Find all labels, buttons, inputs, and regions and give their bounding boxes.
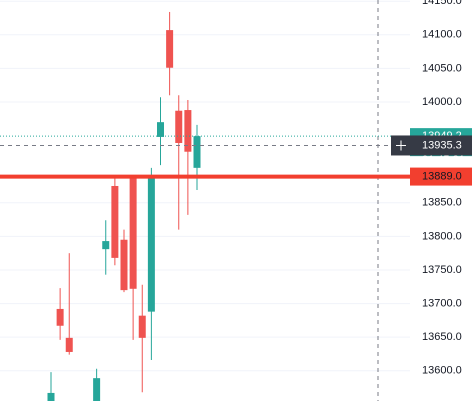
candle-body [56,308,64,326]
candle-body [47,392,55,401]
candle-body [166,30,174,68]
crosshair-box [391,135,472,156]
candle-body [93,378,101,401]
y-tick-label: 13750.0 [422,264,462,276]
candle-body [184,110,192,152]
price-line-label: 13889.0 [422,170,462,182]
candle-body [175,110,183,143]
y-tick-label: 13800.0 [422,230,462,242]
y-tick-label: 14000.0 [422,96,462,108]
candle-body [120,239,128,291]
crosshair-plus [396,140,406,151]
y-tick-label: 14100.0 [422,29,462,41]
countdown-label: 01:45:31 [422,154,465,166]
candle-body [193,136,201,168]
y-tick-label: 14150.0 [422,0,462,7]
price-line-box [410,167,472,186]
y-tick-label: 13850.0 [422,197,462,209]
y-tick-label: 13700.0 [422,297,462,309]
y-tick-label: 14050.0 [422,62,462,74]
candle-body [129,177,137,289]
y-tick-label: 13650.0 [422,331,462,343]
candle-body [111,185,119,258]
candle-body [65,337,73,352]
candle-body [138,315,146,338]
candle-body [102,241,110,250]
crosshair-label: 13935.3 [422,139,462,151]
candle-body [147,175,155,312]
candle-body [157,122,164,137]
y-tick-label: 13600.0 [422,365,462,377]
